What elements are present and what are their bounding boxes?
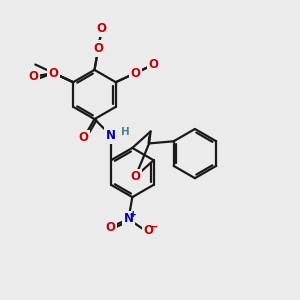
Text: O: O	[130, 170, 140, 183]
Text: +: +	[130, 210, 136, 219]
Text: H: H	[121, 128, 130, 138]
Text: N: N	[106, 129, 116, 142]
Text: O: O	[49, 67, 58, 80]
Text: O: O	[49, 67, 58, 80]
Text: −: −	[149, 222, 158, 232]
Text: +: +	[130, 210, 136, 219]
Text: O: O	[93, 42, 103, 55]
Text: N: N	[106, 129, 116, 142]
Text: O: O	[149, 58, 159, 71]
Text: N: N	[124, 212, 134, 225]
Text: H: H	[121, 127, 130, 136]
Text: O: O	[130, 67, 140, 80]
Text: O: O	[49, 67, 58, 80]
Text: O: O	[143, 224, 153, 237]
Text: N: N	[124, 212, 134, 225]
Text: O: O	[106, 221, 116, 234]
Text: O: O	[29, 70, 39, 83]
Text: O: O	[93, 42, 103, 55]
Text: O: O	[79, 131, 89, 144]
Text: O: O	[49, 67, 58, 80]
Text: O: O	[130, 170, 140, 183]
Text: O: O	[143, 224, 153, 237]
Text: O: O	[79, 131, 89, 144]
Text: O: O	[130, 67, 140, 80]
Text: O: O	[93, 42, 103, 55]
Text: O: O	[106, 221, 116, 234]
Text: −: −	[149, 222, 158, 232]
Text: O: O	[97, 22, 107, 35]
Text: O: O	[130, 67, 140, 80]
